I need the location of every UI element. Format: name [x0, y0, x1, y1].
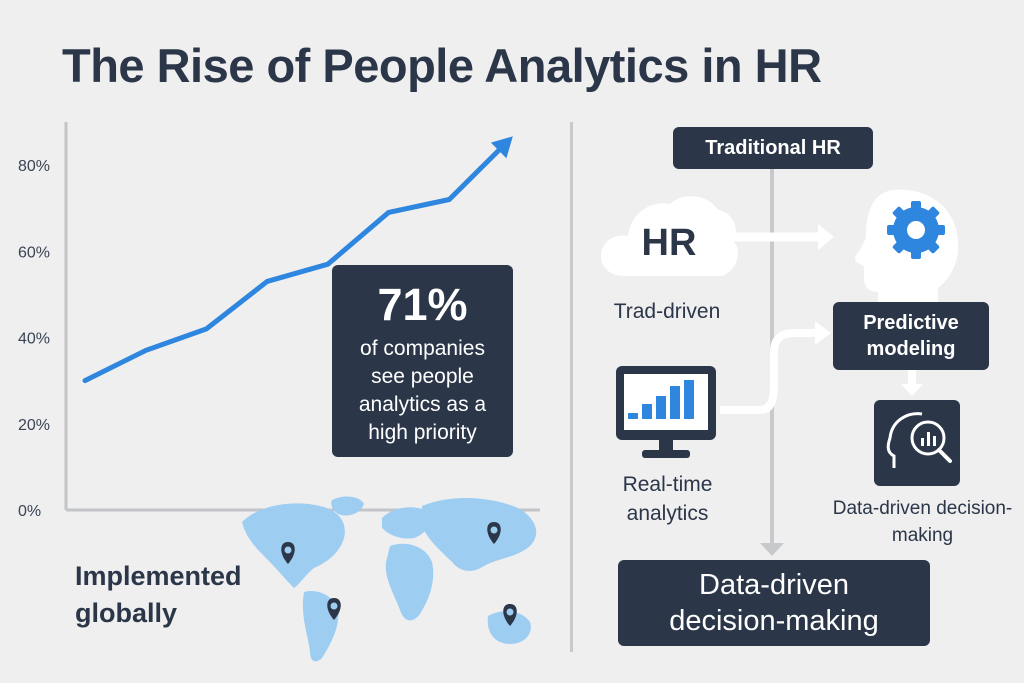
greenland-shape [331, 496, 364, 516]
right-arrow-icon-2 [815, 321, 831, 345]
head-analysis-icon [874, 400, 960, 486]
stat-description: of companies see people analytics as a h… [358, 337, 487, 444]
y-tick-label: 20% [18, 417, 50, 434]
world-map [242, 496, 537, 662]
africa-shape [385, 543, 434, 621]
y-tick-label: 80% [18, 158, 50, 175]
australia-shape [487, 611, 531, 644]
map-pin-icon [487, 522, 501, 544]
map-pin-icon [503, 604, 517, 626]
predictive-modeling-box: Predictive modeling [833, 302, 989, 370]
traditional-hr-box: Traditional HR [673, 127, 873, 169]
trend-line [82, 145, 504, 384]
small-down-arrow-icon [901, 384, 923, 396]
y-tick-label: 0% [18, 503, 41, 520]
y-tick-label: 60% [18, 244, 50, 261]
monitor-chart-icon [616, 366, 716, 458]
realtime-analytics-label: Real-time analytics [622, 473, 713, 525]
cloud-icon [600, 196, 738, 276]
stat-value: 71% [377, 279, 468, 330]
asia-shape [422, 497, 537, 571]
flow-diagram [600, 169, 960, 556]
implemented-globally-label: Implemented globally [75, 561, 242, 628]
map-pin-icon [327, 598, 341, 620]
trend-arrowhead [490, 136, 513, 159]
stat-callout: 71% of companies see people analytics as… [332, 265, 513, 457]
trad-driven-label: Trad-driven [613, 300, 721, 323]
data-driven-small-label: Data-driven decision-making [832, 498, 1013, 546]
europe-shape [382, 507, 431, 539]
curved-connector [720, 329, 816, 414]
right-arrow-icon [818, 224, 834, 250]
section-divider [570, 122, 573, 652]
page-title: The Rise of People Analytics in HR [62, 39, 822, 92]
map-pin-icon [281, 542, 295, 564]
final-line-1: Data-driven [699, 569, 849, 601]
y-tick-labels: 80% 60% 40% 20% 0% [18, 158, 50, 520]
y-tick-label: 40% [18, 331, 50, 348]
head-gear-icon [855, 189, 959, 304]
map-pins [281, 522, 517, 626]
data-driven-decision-box: Data-driven decision-making [618, 560, 930, 646]
hr-cloud-label: HR [641, 222, 697, 264]
final-line-2: decision-making [669, 605, 879, 637]
down-arrow-icon [760, 543, 784, 556]
